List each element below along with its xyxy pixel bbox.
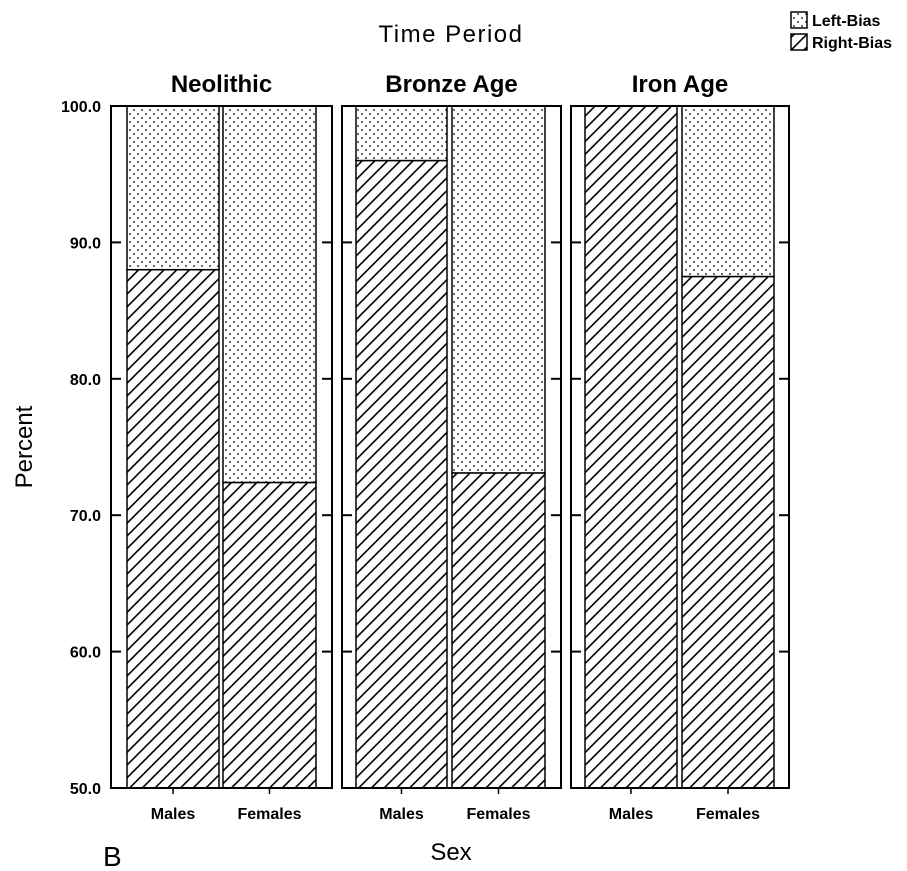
y-tick-label-3: 80.0 xyxy=(70,372,101,389)
legend-swatch-left-bias xyxy=(790,11,808,29)
chart-panels: Neolithic Males Females Bronze Age Males Fema… xyxy=(110,71,790,823)
panel-frame xyxy=(110,105,333,789)
bar-right-bias xyxy=(126,268,220,789)
bar-left-bias xyxy=(681,105,775,278)
panel-1: Bronze Age Males Females xyxy=(341,71,562,823)
legend-label-right-bias: Right-Bias xyxy=(812,35,892,52)
panel-title: Bronze Age xyxy=(385,71,517,98)
panel-2: Iron Age Males Females xyxy=(570,71,790,823)
y-tick-label-2: 70.0 xyxy=(70,508,101,525)
y-axis-tick-labels: 50.0 60.0 70.0 80.0 90.0 100.0 xyxy=(61,99,101,798)
panel-title: Iron Age xyxy=(632,71,728,98)
y-tick-label-5: 100.0 xyxy=(61,99,101,116)
bar-right-bias xyxy=(584,105,678,789)
bar-right-bias xyxy=(355,159,448,789)
bar-left-bias xyxy=(355,105,448,162)
x-tick-label: Males xyxy=(609,806,654,823)
y-axis-label: Percent xyxy=(11,405,38,488)
y-tick-label-4: 90.0 xyxy=(70,235,101,252)
x-tick-label: Females xyxy=(466,806,530,823)
bar-right-bias xyxy=(681,275,775,789)
panel-frame xyxy=(570,105,790,789)
bar-left-bias xyxy=(451,105,546,474)
panel-frame xyxy=(341,105,562,789)
bar-left-bias xyxy=(222,105,317,484)
x-tick-label: Females xyxy=(696,806,760,823)
bar-right-bias xyxy=(451,472,546,789)
legend: Left-Bias Right-Bias xyxy=(790,11,892,52)
panel-0: Neolithic Males Females xyxy=(110,71,333,823)
bar-right-bias xyxy=(222,481,317,789)
y-tick-label-0: 50.0 xyxy=(70,781,101,798)
x-tick-label: Males xyxy=(379,806,424,823)
x-tick-label: Males xyxy=(151,806,196,823)
bar-left-bias xyxy=(126,105,220,271)
x-axis-label: Sex xyxy=(430,839,471,866)
chart-title: Time Period xyxy=(379,21,524,48)
x-tick-label: Females xyxy=(237,806,301,823)
panel-label: B xyxy=(103,841,122,871)
legend-label-left-bias: Left-Bias xyxy=(812,13,881,30)
legend-swatch-right-bias xyxy=(790,33,808,51)
y-tick-label-1: 60.0 xyxy=(70,645,101,662)
panel-title: Neolithic xyxy=(171,71,272,98)
